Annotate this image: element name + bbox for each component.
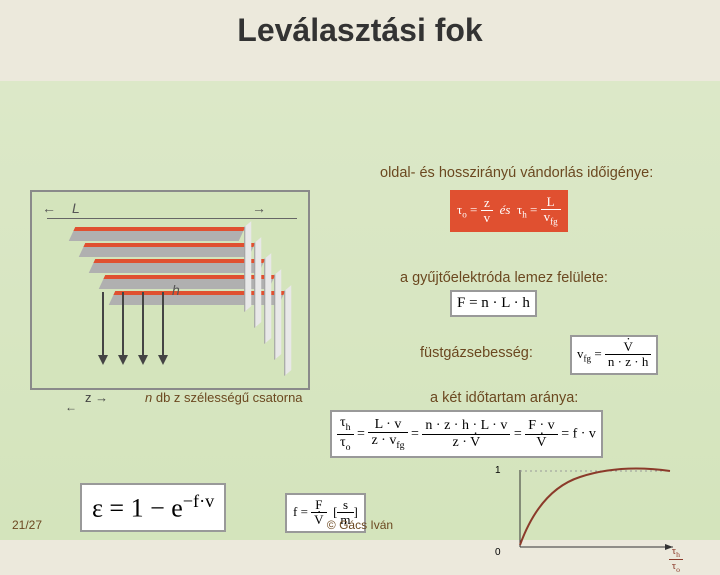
formula-F: F = n · L · h xyxy=(450,290,537,317)
z-arrow-left: ← xyxy=(65,400,77,414)
page-title: Leválasztási fok xyxy=(0,0,720,65)
formula-epsilon: ε = 1 − e−f·v xyxy=(80,483,226,532)
length-label: L xyxy=(72,200,80,216)
length-arrow-line xyxy=(47,218,297,219)
page-number: 21/27 xyxy=(12,518,42,532)
channel-label: n db z szélességű csatorna xyxy=(145,390,303,405)
label-ratio: a két időtartam aránya: xyxy=(430,390,578,406)
formula-vfg: vfg = Vn · z · h xyxy=(570,335,658,375)
efficiency-curve-chart: 1 0 τhτo xyxy=(505,465,675,560)
label-gas-speed: füstgázsebesség: xyxy=(420,345,533,361)
x-axis-label: τhτo xyxy=(669,545,683,575)
formula-tau: τo = zv és τh = Lvfg xyxy=(450,190,568,232)
y-tick-1: 1 xyxy=(495,465,501,476)
formula-ratio: τhτo = L · vz · vfg = n · z · h · L · vz… xyxy=(330,410,603,458)
electrode-diagram: L h xyxy=(30,190,310,390)
curve-path xyxy=(520,469,670,545)
height-label: h xyxy=(172,282,180,298)
z-label: z → xyxy=(85,390,108,405)
label-surface: a gyűjtőelektróda lemez felülete: xyxy=(400,270,608,286)
y-tick-0: 0 xyxy=(495,547,501,558)
footer-author: © Gács Iván xyxy=(327,518,393,532)
label-time-requirement: oldal- és hosszirányú vándorlás időigény… xyxy=(380,165,653,181)
